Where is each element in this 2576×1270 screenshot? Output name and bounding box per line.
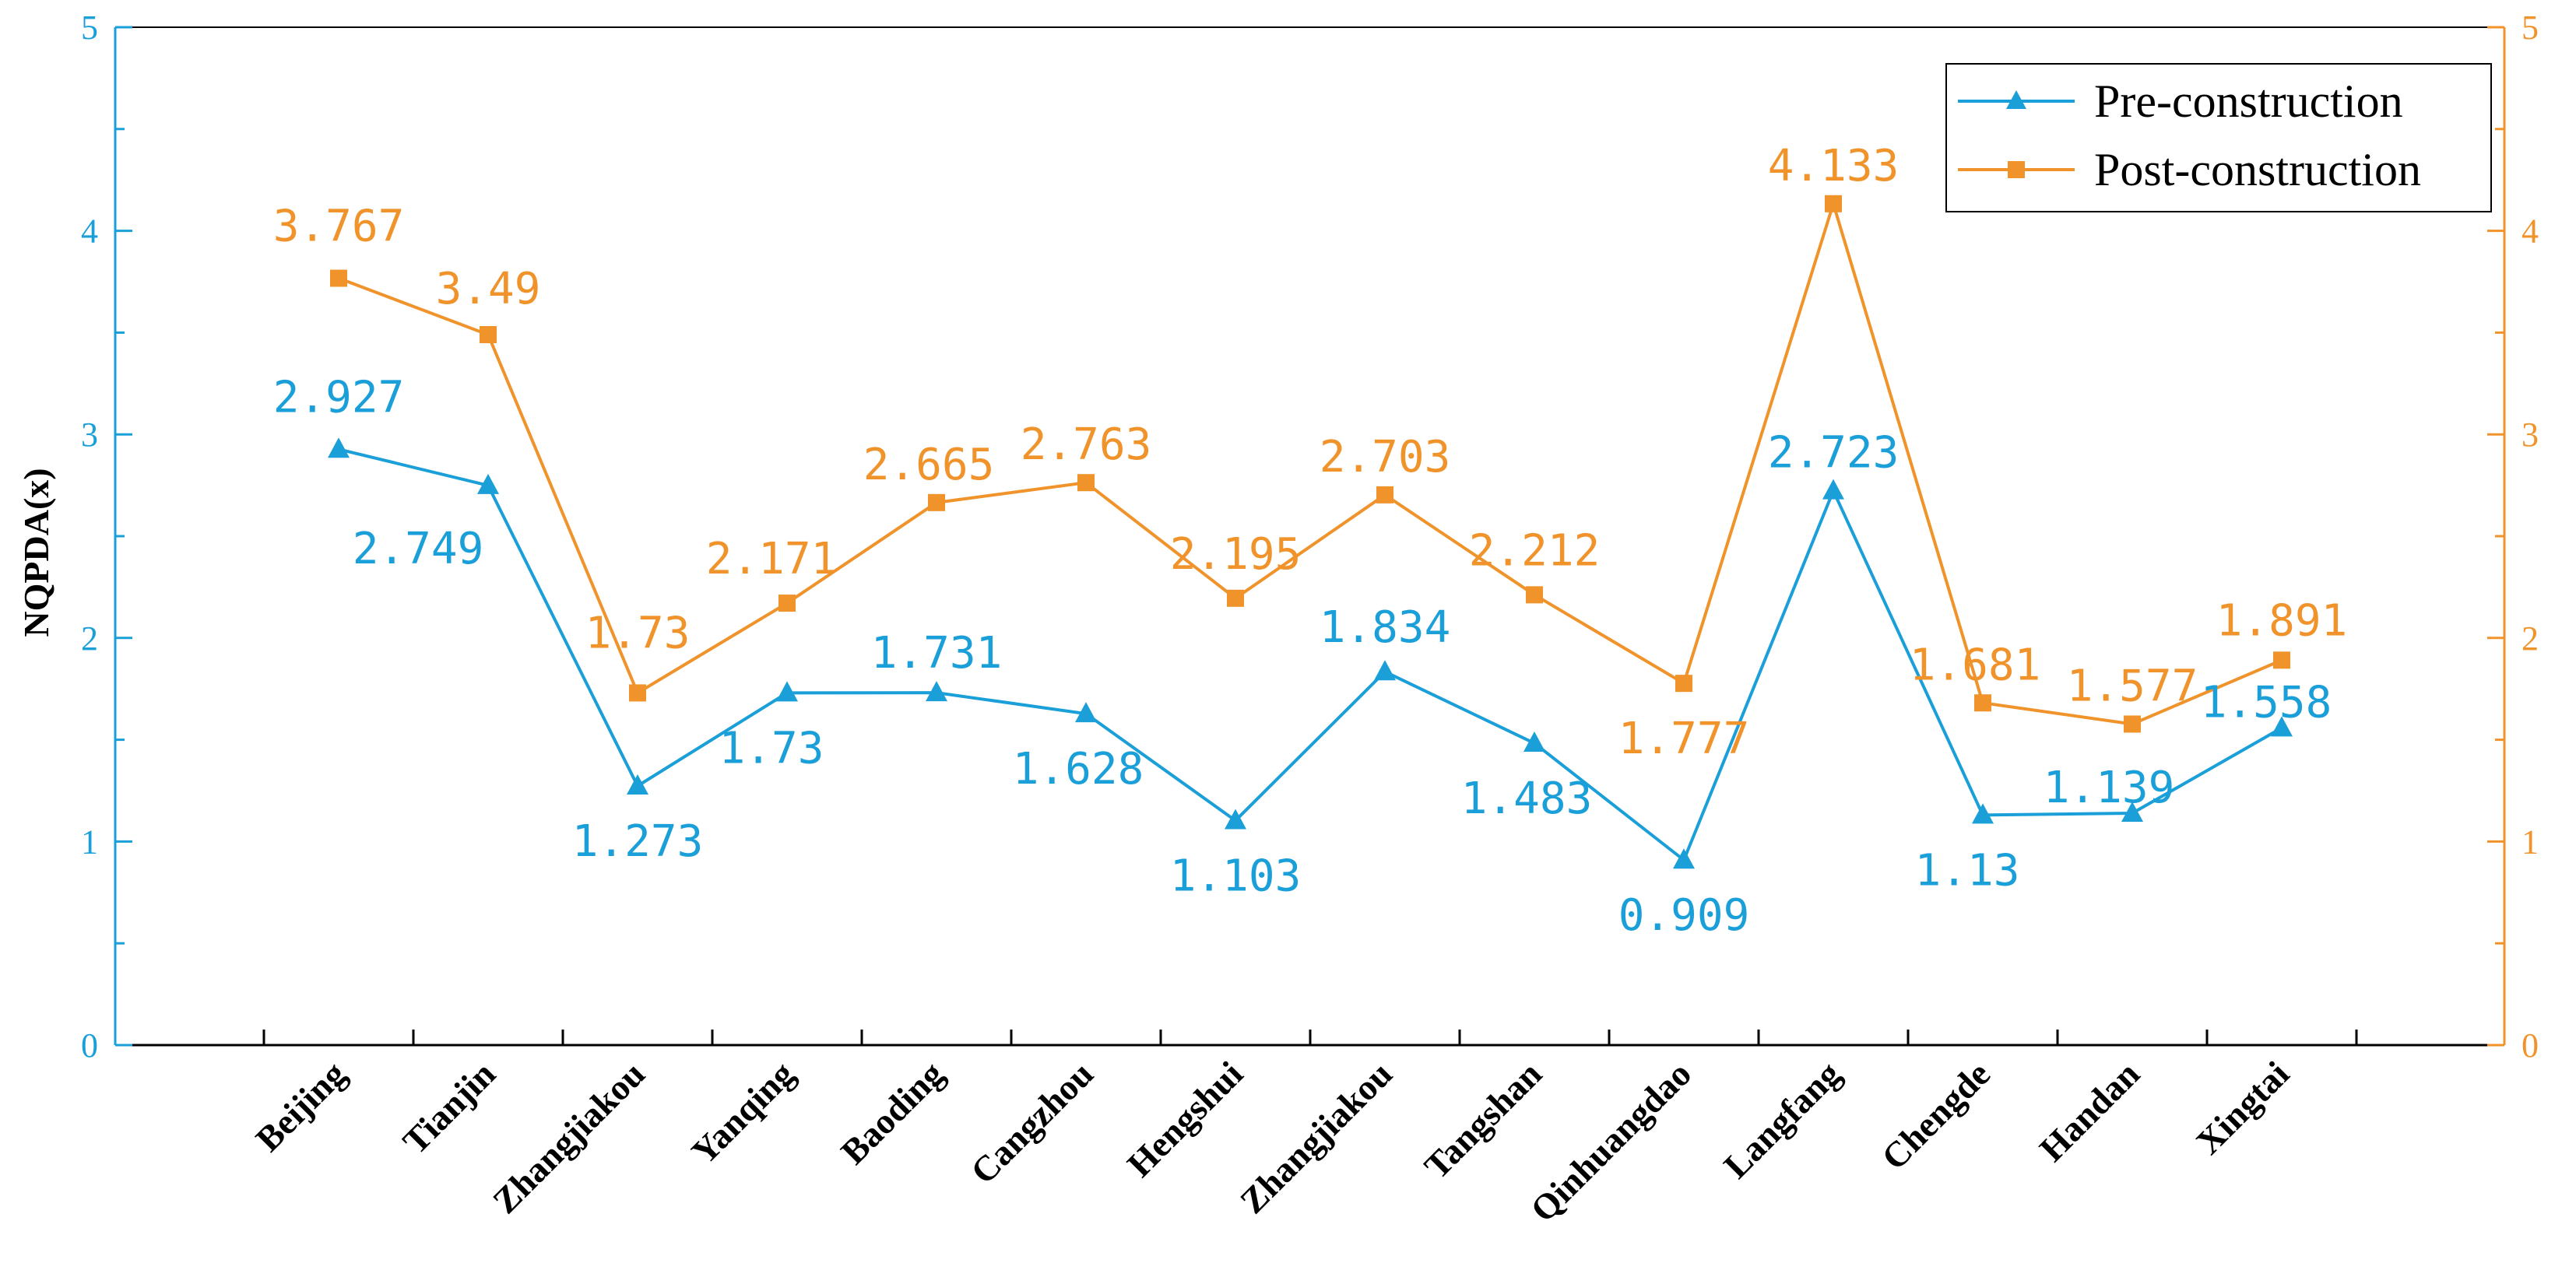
data-label-pre: 1.558: [2201, 677, 2332, 728]
data-point-pre: [627, 774, 648, 795]
legend-marker-pre-triangle-icon: [2006, 90, 2026, 109]
y-axis-label: NQPDA(x): [16, 468, 56, 637]
data-label-pre: 2.927: [273, 372, 405, 423]
legend-marker-post-square-icon: [2008, 161, 2025, 178]
data-point-post: [1825, 195, 1842, 212]
right-tick-label: 5: [2522, 9, 2539, 47]
data-point-post: [928, 493, 945, 511]
data-label-pre: 1.483: [1461, 774, 1593, 824]
data-label-post: 2.212: [1469, 525, 1601, 576]
data-label-post: 3.49: [436, 264, 541, 314]
legend-box: [1945, 63, 2492, 212]
series-line-pre: [338, 447, 2283, 863]
data-point-pre: [776, 681, 798, 702]
data-label-pre: 1.103: [1170, 851, 1302, 901]
data-point-post: [2273, 651, 2290, 669]
series-layer: [328, 195, 2293, 869]
data-label-pre: 0.909: [1618, 890, 1750, 941]
data-label-pre: 1.273: [572, 816, 704, 867]
data-point-pre: [328, 437, 350, 458]
data-label-pre: 1.139: [2044, 763, 2175, 813]
data-point-pre: [1673, 848, 1695, 869]
data-label-post: 1.577: [2067, 661, 2198, 711]
left-tick-label: 4: [81, 212, 98, 251]
series-line-post: [338, 198, 2283, 726]
data-point-pre: [926, 681, 947, 702]
data-label-post: 1.891: [2216, 595, 2348, 646]
data-point-pre: [1822, 479, 1844, 500]
data-label-pre: 2.749: [353, 524, 484, 574]
data-label-pre: 2.723: [1768, 428, 1899, 479]
data-label-pre: 1.628: [1013, 744, 1144, 795]
data-point-pre: [1523, 731, 1545, 753]
data-point-post: [1526, 586, 1543, 604]
right-tick-label: 0: [2522, 1026, 2539, 1065]
data-point-post: [480, 326, 497, 344]
legend: Pre-construction Post-construction: [1945, 63, 2492, 212]
left-tick-label: 1: [81, 823, 98, 861]
data-point-post: [1974, 694, 1991, 712]
data-point-pre: [2271, 716, 2293, 737]
data-label-post: 2.171: [706, 534, 838, 584]
data-label-post: 2.763: [1021, 419, 1152, 470]
left-tick-label: 0: [81, 1026, 98, 1065]
data-label-post: 2.703: [1320, 432, 1451, 482]
data-label-post: 2.195: [1170, 529, 1302, 580]
right-tick-label: 3: [2522, 416, 2539, 454]
data-point-post: [330, 269, 347, 287]
data-label-pre: 1.731: [871, 628, 1003, 679]
data-labels: 2.927 2.749 1.273 1.73 1.731 1.628 1.103 1.834 1…: [273, 141, 2348, 941]
right-tick-label: 1: [2522, 823, 2539, 861]
data-label-pre: 1.13: [1915, 845, 2020, 896]
data-point-post: [1675, 675, 1692, 693]
data-point-pre: [2121, 802, 2143, 823]
data-point-post: [629, 684, 646, 702]
data-point-pre: [1972, 803, 1994, 824]
data-point-pre: [1225, 809, 1246, 830]
data-label-post: 1.73: [585, 608, 691, 658]
data-label-pre: 1.73: [719, 723, 824, 774]
data-label-pre: 1.834: [1320, 602, 1451, 653]
right-tick-label: 4: [2522, 212, 2539, 251]
data-label-post: 2.665: [863, 440, 995, 490]
data-point-pre: [1374, 660, 1396, 681]
data-label-post: 4.133: [1768, 141, 1899, 191]
left-tick-label: 5: [81, 9, 98, 47]
left-tick-label: 3: [81, 416, 98, 454]
right-tick-label: 2: [2522, 619, 2539, 658]
left-tick-label: 2: [81, 619, 98, 658]
data-point-post: [778, 595, 796, 612]
legend-label-pre: Pre-construction: [2094, 75, 2403, 127]
legend-label-post: Post-construction: [2094, 144, 2421, 195]
data-label-post: 1.777: [1618, 714, 1750, 764]
data-point-pre: [1075, 702, 1097, 723]
data-point-pre: [477, 473, 499, 494]
data-label-post: 3.767: [273, 202, 405, 252]
data-point-post: [1376, 486, 1393, 503]
data-point-post: [1077, 474, 1095, 492]
data-point-post: [2124, 715, 2141, 733]
data-label-post: 1.681: [1910, 640, 2041, 690]
data-point-post: [1227, 589, 1244, 607]
